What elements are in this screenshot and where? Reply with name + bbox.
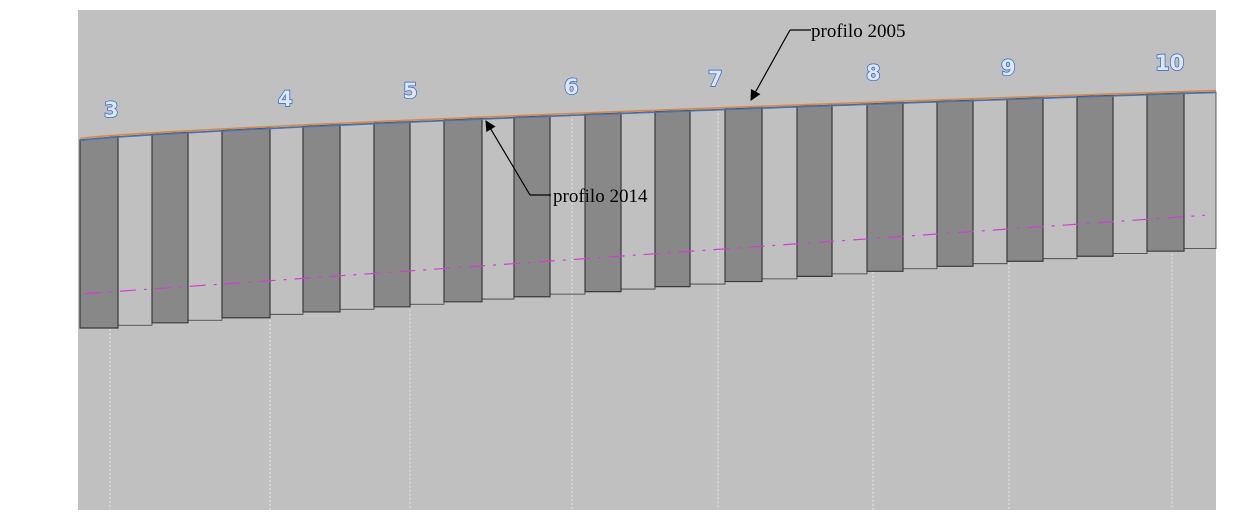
callout-2014-label: profilo 2014 [553, 186, 648, 207]
pile-panel [796, 104, 833, 277]
profile-2005-line [79, 89, 1217, 140]
section-number: 7 [708, 67, 723, 91]
section-numbers: 3 4 5 6 7 8 9 10 [103, 50, 1185, 122]
callout-2005-label: profilo 2005 [811, 21, 905, 42]
pile-panel [936, 99, 974, 267]
callout-2014-arrow [485, 120, 531, 196]
pile-panel [513, 115, 551, 298]
callout-2005-arrow [750, 29, 791, 101]
profile-2014-line [79, 91, 1217, 142]
section-number: 10 [1155, 51, 1184, 75]
section-number: 8 [866, 61, 881, 85]
pile-panel [221, 127, 271, 319]
section-number: 6 [564, 75, 579, 99]
pile-panel [1146, 92, 1185, 252]
pile-panel [373, 121, 411, 308]
section-number: 4 [278, 87, 293, 111]
pile-panel [79, 135, 119, 329]
pile-panel [443, 118, 483, 303]
pile-panel [654, 109, 691, 288]
callout-profile-2014: profilo 2014 [485, 120, 648, 207]
section-number: 5 [403, 79, 418, 103]
section-number: 3 [104, 98, 119, 122]
pile-panel [724, 107, 763, 283]
section-number: 9 [1001, 56, 1016, 80]
pile-panel [1006, 97, 1044, 262]
pile-panel [866, 102, 904, 272]
callout-profile-2005: profilo 2005 [750, 21, 905, 101]
reference-axis-line [84, 214, 1206, 295]
pile-panel [1076, 94, 1114, 257]
pile-panel [151, 131, 189, 324]
pile-panel [302, 124, 341, 313]
